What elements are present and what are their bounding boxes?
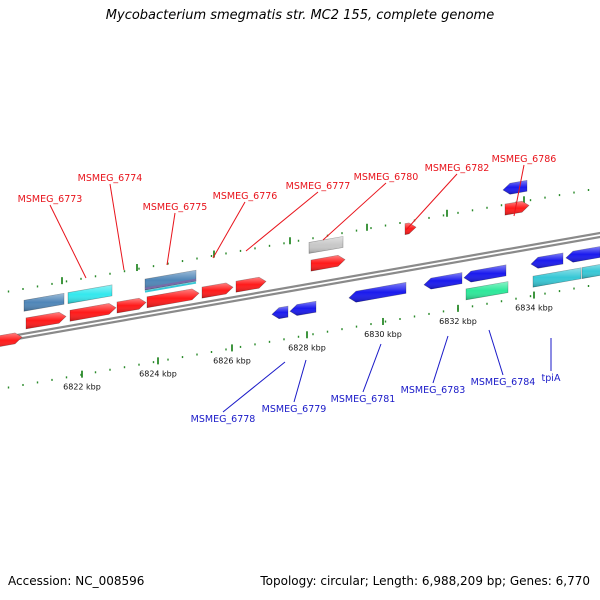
tick-label: 6824 kbp [139, 369, 177, 378]
gene-arrow-shade [70, 303, 116, 322]
gene-arrow-shade [147, 288, 199, 308]
gene-arrow-shade [503, 180, 527, 195]
gene-arrow-shade [24, 293, 64, 312]
gene-label-forward: MSMEG_6782 [425, 163, 490, 174]
leader-line [322, 182, 387, 241]
gene-arrow-shade [309, 236, 343, 254]
gene-label-forward: MSMEG_6774 [78, 173, 143, 184]
tick-label: 6826 kbp [213, 356, 251, 365]
gene-label-reverse: MSMEG_6784 [471, 377, 536, 388]
gene-arrow-shade [349, 282, 406, 303]
leader-line [222, 361, 286, 413]
gene-arrow-shade [466, 281, 508, 300]
map-title: Mycobacterium smegmatis str. MC2 155, co… [105, 8, 495, 23]
leader-line [432, 335, 449, 384]
gene-arrow-shade [505, 201, 529, 216]
leader-line [49, 204, 87, 279]
gene-stripe [144, 278, 197, 290]
gene-label-forward: MSMEG_6773 [18, 194, 83, 205]
tick-label: 6830 kbp [364, 330, 402, 339]
gene-label-reverse: MSMEG_6779 [262, 404, 327, 415]
leader-line [245, 191, 319, 252]
leader-line [166, 212, 176, 266]
gene-arrow-shade [405, 222, 416, 235]
gene-label-reverse: MSMEG_6778 [191, 414, 256, 425]
leader-line [405, 173, 458, 231]
backbone-line [0, 231, 600, 340]
gene-arrow-shade [311, 255, 345, 272]
gene-arrow-shade [68, 284, 112, 304]
gene-arrow-shade [236, 277, 266, 293]
gene-arrow-shade [566, 246, 600, 263]
tick-label: 6822 kbp [63, 383, 101, 392]
gene-arrow-shade [531, 253, 563, 269]
gene-arrow-shade [272, 306, 288, 319]
leader-line [488, 329, 504, 376]
gene-arrow-shade [464, 264, 506, 283]
tick-layer: 6822 kbp 6824 kbp 6826 kbp 6828 kbp 6830 kbp… [7, 189, 590, 392]
gene-layer [0, 179, 600, 347]
gene-label-forward: MSMEG_6776 [213, 191, 278, 202]
leader-line [109, 183, 125, 271]
accession-text: Accession: NC_008596 [8, 574, 145, 588]
gene-arrow-shade [582, 264, 600, 279]
leader-line [362, 343, 382, 393]
gene-arrow-shade [424, 272, 462, 290]
label-layer: MSMEG_6773 MSMEG_6774 MSMEG_6775 MSMEG_6776… [18, 154, 561, 425]
leader-line [513, 164, 525, 217]
gene-label-forward: MSMEG_6786 [492, 154, 557, 165]
leader-line [293, 359, 307, 403]
tick-label: 6832 kbp [439, 317, 477, 326]
gene-label-forward: MSMEG_6775 [143, 202, 208, 213]
backbone-line [0, 235, 600, 344]
tick-label: 6834 kbp [515, 304, 553, 313]
gene-label-forward: MSMEG_6777 [286, 181, 351, 192]
gene-arrow-shade [26, 312, 66, 329]
gene-arrow-shade [0, 332, 22, 347]
gene-arrow-shade [117, 298, 146, 313]
gene-label-forward: MSMEG_6780 [354, 172, 419, 183]
gene-label-reverse: MSMEG_6781 [331, 394, 396, 405]
tick-label: 6828 kbp [288, 343, 326, 352]
gene-arrow-shade [290, 301, 316, 316]
gene-arrow-shade [145, 270, 196, 291]
topology-summary: Topology: circular; Length: 6,988,209 bp… [260, 574, 590, 588]
gene-label-reverse: MSMEG_6783 [401, 385, 466, 396]
gene-arrow-shade [202, 283, 233, 299]
gene-label-reverse: tpiA [542, 373, 561, 384]
backbone-layer [0, 231, 600, 344]
gene-stripe [144, 281, 197, 293]
gene-arrow-shade [533, 267, 581, 288]
leader-line [212, 201, 246, 259]
